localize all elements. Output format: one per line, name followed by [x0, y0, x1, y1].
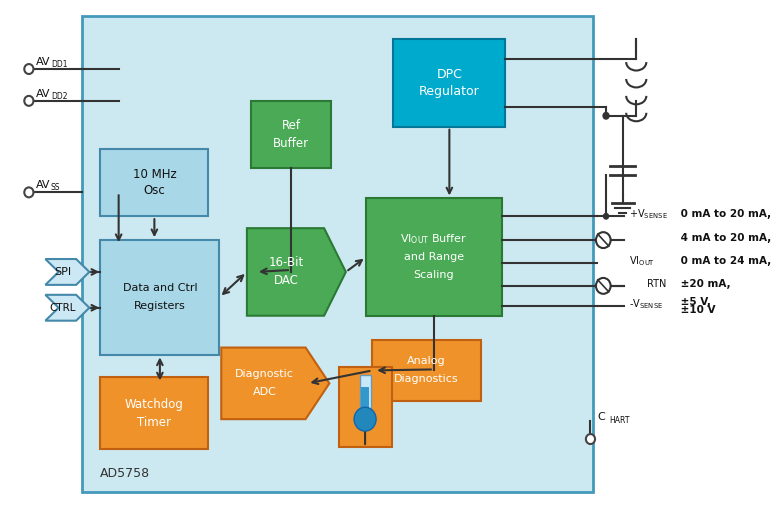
- Text: DD1: DD1: [51, 60, 68, 69]
- Polygon shape: [247, 228, 346, 316]
- Polygon shape: [45, 259, 89, 285]
- Polygon shape: [221, 348, 329, 419]
- Circle shape: [602, 112, 610, 120]
- Text: Registers: Registers: [134, 301, 186, 311]
- Text: ±10 V: ±10 V: [677, 305, 715, 315]
- Text: Watchdog: Watchdog: [125, 397, 184, 411]
- Text: ADC: ADC: [253, 388, 276, 397]
- Text: 0 mA to 24 mA,: 0 mA to 24 mA,: [677, 256, 771, 266]
- Text: VI$_{\mathregular{OUT}}$: VI$_{\mathregular{OUT}}$: [629, 254, 655, 268]
- Text: Diagnostic: Diagnostic: [235, 369, 294, 379]
- Bar: [373, 339, 481, 401]
- Bar: [82, 16, 593, 492]
- Text: Regulator: Regulator: [419, 85, 480, 98]
- Text: Timer: Timer: [138, 416, 171, 429]
- Bar: [394, 39, 505, 127]
- Circle shape: [596, 232, 611, 248]
- Text: AV: AV: [37, 89, 51, 99]
- Text: AD5758: AD5758: [100, 468, 150, 480]
- Text: RTN: RTN: [647, 279, 667, 289]
- Circle shape: [354, 407, 376, 431]
- Text: SS: SS: [51, 184, 61, 192]
- Text: DD2: DD2: [51, 92, 68, 101]
- Circle shape: [603, 213, 609, 220]
- Text: Scaling: Scaling: [413, 270, 454, 280]
- Text: DAC: DAC: [274, 275, 299, 288]
- Text: Ref: Ref: [282, 119, 300, 132]
- Text: Analog: Analog: [407, 357, 446, 367]
- Text: -V$_{\mathregular{SENSE}}$: -V$_{\mathregular{SENSE}}$: [629, 297, 663, 311]
- Text: 10 MHz: 10 MHz: [132, 168, 177, 181]
- Bar: [362, 388, 369, 415]
- Bar: [338, 368, 391, 447]
- Bar: [100, 240, 219, 355]
- Bar: [251, 101, 331, 168]
- Circle shape: [586, 434, 595, 444]
- Text: C: C: [598, 412, 605, 422]
- Text: DPC: DPC: [436, 67, 462, 81]
- Text: HART: HART: [608, 416, 629, 425]
- Bar: [100, 149, 209, 216]
- Bar: [100, 378, 209, 449]
- Text: Diagnostics: Diagnostics: [394, 374, 459, 384]
- Circle shape: [24, 187, 33, 197]
- Circle shape: [24, 64, 33, 74]
- Text: ±5 V,: ±5 V,: [677, 297, 710, 307]
- Polygon shape: [45, 295, 89, 321]
- Text: VI$_{\mathregular{OUT}}$ Buffer: VI$_{\mathregular{OUT}}$ Buffer: [400, 232, 468, 246]
- Text: and Range: and Range: [404, 252, 464, 262]
- Text: Data and Ctrl: Data and Ctrl: [123, 283, 197, 293]
- Bar: [359, 376, 370, 417]
- Bar: [366, 198, 502, 316]
- Circle shape: [24, 96, 33, 106]
- Text: SPI: SPI: [54, 267, 72, 277]
- Text: Buffer: Buffer: [273, 137, 309, 150]
- Text: 0 mA to 20 mA,: 0 mA to 20 mA,: [677, 209, 771, 219]
- Text: ±20 mA,: ±20 mA,: [677, 279, 731, 289]
- Text: 4 mA to 20 mA,: 4 mA to 20 mA,: [677, 233, 771, 243]
- Text: Osc: Osc: [143, 184, 165, 197]
- Text: +V$_{\mathregular{SENSE}}$: +V$_{\mathregular{SENSE}}$: [629, 207, 668, 221]
- Text: 16-Bit: 16-Bit: [269, 256, 304, 269]
- Circle shape: [596, 278, 611, 294]
- Text: AV: AV: [37, 57, 51, 67]
- Text: CTRL: CTRL: [50, 303, 76, 313]
- Text: AV: AV: [37, 180, 51, 190]
